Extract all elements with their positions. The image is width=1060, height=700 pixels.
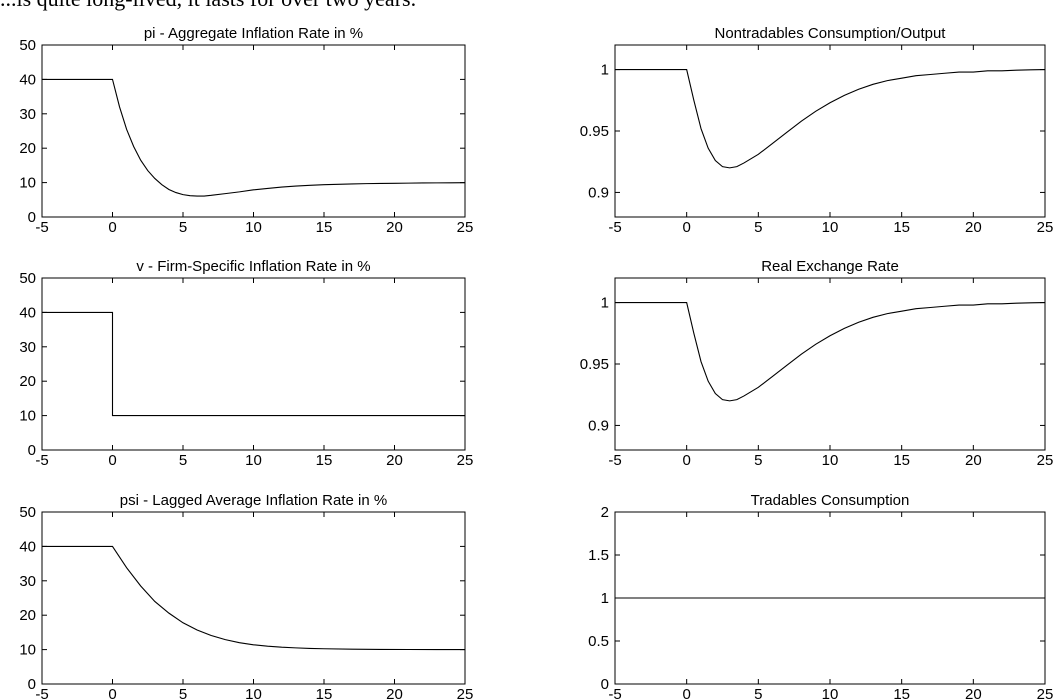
y-tick-label: 20 <box>19 373 36 390</box>
x-tick-label: -5 <box>35 219 48 236</box>
cropped-header-text: ...is quite long-lived, it lasts for ove… <box>0 0 1060 12</box>
y-tick-label: 1 <box>601 295 609 312</box>
series-line-pi-aggregate-inflation-rate-in <box>42 78 466 197</box>
x-tick-label: 25 <box>457 686 474 700</box>
x-tick-label: 15 <box>893 452 910 469</box>
x-tick-label: 20 <box>386 452 403 469</box>
x-tick-label: -5 <box>608 452 621 469</box>
x-tick-label: 5 <box>179 686 187 700</box>
x-tick-label: 0 <box>682 452 690 469</box>
x-tick-label: 25 <box>457 452 474 469</box>
x-tick-label: 10 <box>822 686 839 700</box>
y-tick-label: 40 <box>19 538 36 555</box>
y-tick-label: 40 <box>19 304 36 321</box>
y-tick-label: 10 <box>19 642 36 659</box>
y-tick-label: 50 <box>19 504 36 521</box>
chart-panel-2: v - Firm-Specific Inflation Rate in %-5 0… <box>19 258 473 469</box>
y-tick-label: 40 <box>19 71 36 88</box>
x-tick-label: -5 <box>608 686 621 700</box>
y-tick-label: 0 <box>601 676 609 693</box>
x-tick-label: 0 <box>682 686 690 700</box>
x-tick-label: 10 <box>245 686 262 700</box>
x-tick-label: 20 <box>965 686 982 700</box>
x-tick-label: 15 <box>893 219 910 236</box>
plot-frame <box>41 277 466 451</box>
y-tick-label: 2 <box>601 504 609 521</box>
chart-panel-5: Real Exchange Rate -5 0 5 10 15 20 25 0.9 0.95 1 <box>580 258 1054 469</box>
y-tick-label: 1.5 <box>588 547 609 564</box>
plot-frame <box>41 44 466 218</box>
x-tick-label: 25 <box>1037 452 1054 469</box>
series-line-real-exchange-rate <box>615 302 1046 402</box>
series-line-v-firm-specific-inflation-rate-in <box>42 311 465 417</box>
plot-frame <box>41 511 466 685</box>
y-tick-label: 0 <box>28 442 36 459</box>
chart-title: Tradables Consumption <box>751 492 910 509</box>
chart-title: Real Exchange Rate <box>761 258 899 275</box>
y-tick-label: 0.95 <box>580 356 609 373</box>
series-line-nontradables-consumption-output <box>615 69 1046 169</box>
plot-frame <box>614 44 1046 218</box>
x-tick-label: 15 <box>316 219 333 236</box>
x-tick-label: 20 <box>386 219 403 236</box>
x-tick-label: 15 <box>316 686 333 700</box>
y-tick-label: 0.95 <box>580 123 609 140</box>
x-tick-label: 5 <box>754 219 762 236</box>
y-tick-label: 0.9 <box>588 417 609 434</box>
x-tick-label: 0 <box>108 219 116 236</box>
x-tick-label: 5 <box>754 452 762 469</box>
plot-frame <box>614 277 1046 451</box>
x-tick-label: 10 <box>245 452 262 469</box>
y-tick-label: 0.5 <box>588 633 609 650</box>
x-tick-label: 15 <box>316 452 333 469</box>
y-tick-label: 1 <box>601 62 609 79</box>
x-tick-label: -5 <box>608 219 621 236</box>
y-tick-label: 50 <box>19 37 36 54</box>
x-tick-label: 0 <box>108 452 116 469</box>
x-tick-label: 20 <box>965 452 982 469</box>
y-tick-label: 1 <box>601 590 609 607</box>
x-tick-label: 0 <box>108 686 116 700</box>
chart-title: Nontradables Consumption/Output <box>715 25 947 42</box>
x-tick-label: 10 <box>822 219 839 236</box>
y-tick-label: 20 <box>19 140 36 157</box>
x-tick-label: 25 <box>457 219 474 236</box>
x-tick-label: 5 <box>754 686 762 700</box>
chart-panel-6: Tradables Consumption-5 0 5 10 15 20 2500.511.… <box>588 492 1053 700</box>
y-tick-label: 10 <box>19 408 36 425</box>
chart-title: psi - Lagged Average Inflation Rate in % <box>120 492 387 509</box>
chart-title: pi - Aggregate Inflation Rate in % <box>144 25 363 42</box>
series-line-psi-lagged-average-inflation-rate-in <box>42 545 466 651</box>
x-tick-label: 0 <box>682 219 690 236</box>
y-tick-label: 0 <box>28 209 36 226</box>
x-tick-label: 20 <box>386 686 403 700</box>
y-tick-label: 30 <box>19 339 36 356</box>
y-tick-label: 0.9 <box>588 184 609 201</box>
chart-panel-1: pi - Aggregate Inflation Rate in %-5 0 5 10… <box>19 25 473 236</box>
x-tick-label: 25 <box>1037 686 1054 700</box>
x-tick-label: 15 <box>893 686 910 700</box>
chart-panel-4: Nontradables Consumption/Output -5 0 5 10 15 2… <box>580 25 1054 236</box>
x-tick-label: -5 <box>35 452 48 469</box>
x-tick-label: 10 <box>245 219 262 236</box>
y-tick-label: 10 <box>19 175 36 192</box>
y-tick-label: 30 <box>19 106 36 123</box>
x-tick-label: 5 <box>179 219 187 236</box>
y-tick-label: 50 <box>19 270 36 287</box>
x-tick-label: 25 <box>1037 219 1054 236</box>
chart-title: v - Firm-Specific Inflation Rate in % <box>136 258 370 275</box>
x-tick-label: 5 <box>179 452 187 469</box>
x-tick-label: 20 <box>965 219 982 236</box>
y-tick-label: 20 <box>19 607 36 624</box>
y-tick-label: 30 <box>19 573 36 590</box>
chart-panel-3: psi - Lagged Average Inflation Rate in %… <box>19 492 473 700</box>
x-tick-label: 10 <box>822 452 839 469</box>
y-tick-label: 0 <box>28 676 36 693</box>
x-tick-label: -5 <box>35 686 48 700</box>
